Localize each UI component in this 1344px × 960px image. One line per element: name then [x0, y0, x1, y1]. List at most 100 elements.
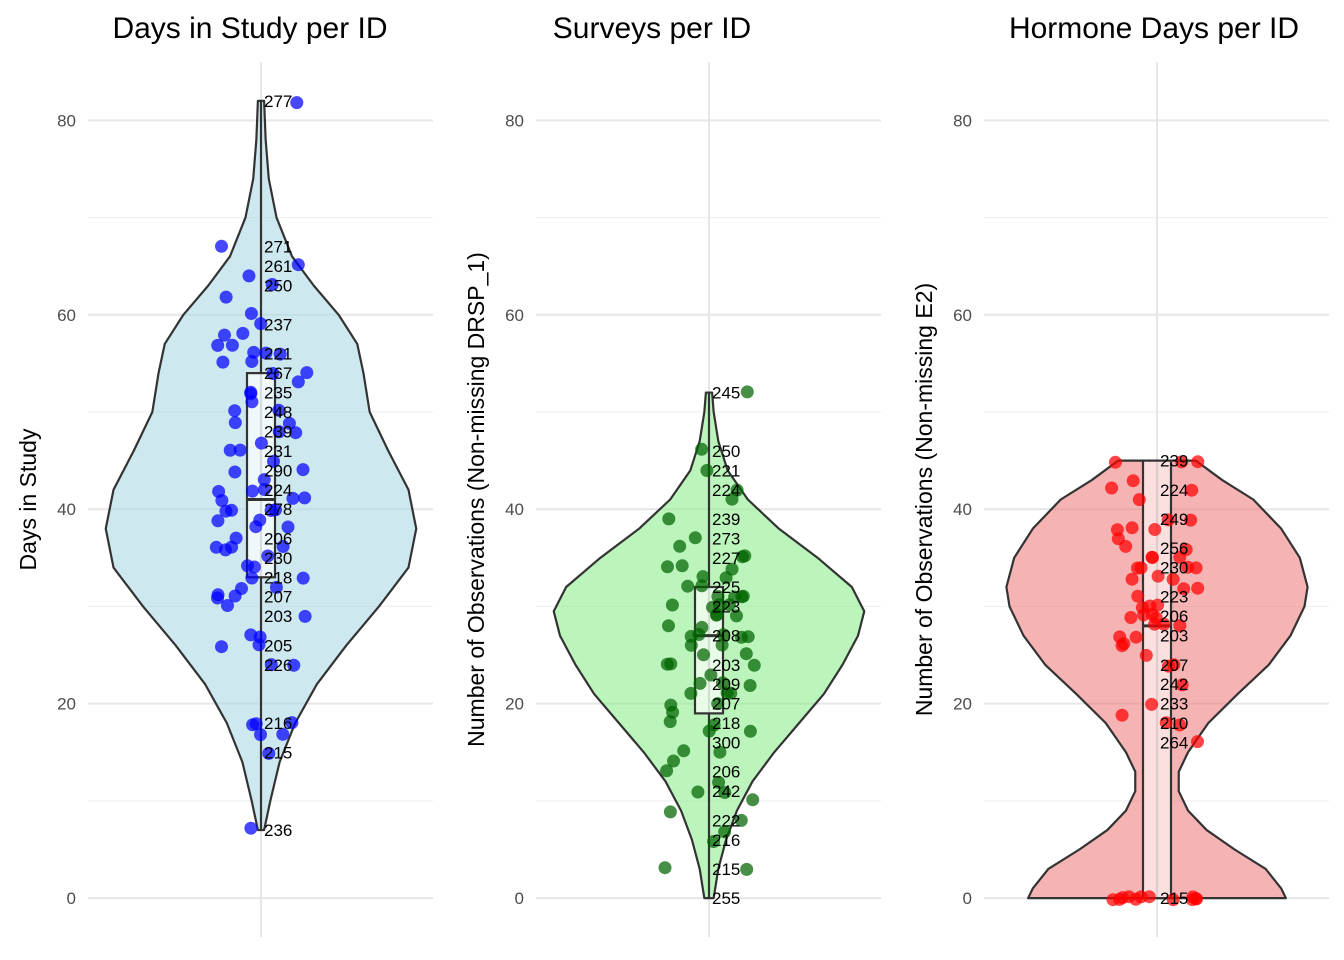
data-point — [740, 385, 754, 399]
data-point — [662, 512, 676, 526]
y-tick-label: 80 — [953, 111, 972, 130]
data-point — [291, 375, 305, 389]
point-id-label: 207 — [1160, 656, 1188, 675]
data-point — [739, 647, 753, 661]
data-point — [298, 491, 312, 505]
y-tick-label: 60 — [953, 306, 972, 325]
data-point — [242, 269, 256, 283]
data-point — [1184, 513, 1198, 527]
data-point — [663, 715, 677, 729]
point-id-label: 203 — [712, 656, 740, 675]
panel-days-in-study: 0204060802772712612502372212672352482392… — [15, 12, 433, 937]
data-point — [219, 504, 233, 518]
data-point — [707, 835, 721, 848]
data-point — [233, 443, 247, 457]
data-point — [215, 494, 229, 507]
data-point — [1139, 648, 1153, 662]
data-point — [1173, 718, 1187, 732]
point-id-label: 203 — [1160, 627, 1188, 646]
point-id-label: 236 — [264, 821, 292, 840]
data-point — [673, 539, 687, 553]
data-point — [1145, 697, 1159, 711]
data-point — [747, 658, 761, 672]
data-point — [716, 676, 729, 690]
data-point — [257, 483, 271, 496]
data-point — [695, 442, 709, 456]
data-point — [719, 571, 733, 585]
data-point — [244, 307, 258, 320]
data-point — [660, 657, 674, 671]
point-id-label: 226 — [264, 656, 292, 675]
data-point — [743, 724, 757, 738]
data-point — [228, 589, 242, 603]
data-point — [1131, 589, 1145, 603]
data-point — [286, 491, 300, 505]
data-point — [264, 504, 278, 517]
data-point — [1157, 617, 1171, 631]
data-point — [743, 679, 757, 692]
data-point — [254, 436, 268, 450]
data-point — [211, 514, 225, 528]
data-point — [216, 355, 230, 369]
point-id-label: 205 — [264, 636, 292, 655]
point-id-label: 223 — [1160, 588, 1188, 607]
point-id-label: 218 — [264, 568, 292, 587]
data-point — [735, 590, 749, 604]
data-point — [1173, 550, 1187, 564]
data-point — [1115, 639, 1129, 653]
point-id-label: 290 — [264, 461, 292, 480]
data-point — [266, 367, 280, 380]
y-tick-label: 80 — [57, 111, 76, 130]
data-point — [1129, 892, 1143, 906]
y-tick-label: 60 — [505, 306, 524, 325]
point-id-label: 261 — [264, 257, 292, 276]
data-point — [738, 549, 752, 563]
point-id-label: 256 — [1160, 539, 1188, 558]
y-axis-title: Number of Observations (Non-missing E2) — [911, 283, 937, 716]
point-id-label: 239 — [712, 510, 740, 529]
data-point — [282, 416, 296, 430]
point-id-label: 224 — [712, 481, 740, 500]
data-point — [254, 317, 268, 331]
point-id-label: 267 — [264, 364, 292, 383]
point-id-label: 223 — [712, 597, 740, 616]
panel-title: Surveys per ID — [553, 12, 751, 45]
y-axis-title: Days in Study — [15, 428, 41, 570]
point-id-label: 242 — [712, 782, 740, 801]
data-point — [262, 746, 276, 760]
data-point — [254, 728, 267, 742]
point-id-label: 235 — [264, 384, 292, 403]
data-point — [291, 258, 305, 272]
y-tick-label: 60 — [57, 306, 76, 325]
point-id-label: 250 — [712, 442, 740, 461]
data-point — [1177, 582, 1191, 596]
point-id-label: 227 — [712, 549, 740, 568]
data-point — [1115, 708, 1129, 722]
point-id-label: 216 — [264, 714, 292, 733]
point-id-label: 222 — [712, 811, 740, 830]
data-point — [1145, 550, 1159, 564]
data-point — [711, 697, 725, 711]
point-id-label: 203 — [264, 607, 292, 626]
data-point — [725, 492, 739, 506]
point-id-label: 250 — [264, 277, 292, 296]
data-point — [704, 668, 718, 682]
y-axis-title: Number of Observations (Non-missing DRSP… — [463, 252, 489, 747]
data-point — [267, 454, 280, 468]
data-point — [290, 96, 304, 110]
data-point — [236, 326, 250, 340]
y-tick-label: 0 — [963, 889, 972, 908]
data-point — [1119, 539, 1133, 553]
data-point — [710, 608, 724, 621]
data-point — [269, 580, 283, 594]
y-tick-label: 40 — [57, 500, 76, 519]
data-point — [296, 463, 310, 477]
point-id-label: 233 — [1160, 695, 1188, 714]
point-id-label: 230 — [1160, 559, 1188, 578]
data-point — [662, 619, 675, 633]
data-point — [245, 484, 259, 498]
data-point — [667, 754, 680, 768]
y-tick-label: 40 — [953, 500, 972, 519]
data-point — [1189, 892, 1203, 906]
